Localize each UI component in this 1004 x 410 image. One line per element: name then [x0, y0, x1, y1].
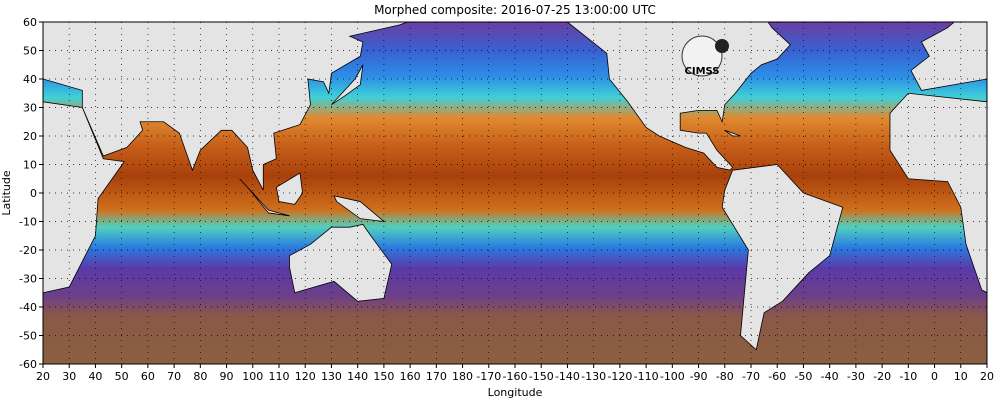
x-tick-label: 160 — [400, 370, 421, 383]
x-tick-label: -20 — [873, 370, 891, 383]
landmass — [275, 172, 304, 205]
x-tick-label: 0 — [931, 370, 938, 383]
x-tick-label: 80 — [193, 370, 207, 383]
y-tick-label: -20 — [19, 244, 37, 257]
x-tick-label: -40 — [821, 370, 839, 383]
y-tick-label: -10 — [19, 216, 37, 229]
land — [43, 22, 987, 351]
y-tick-label: 60 — [23, 16, 37, 29]
x-tick-label: -160 — [503, 370, 528, 383]
x-tick-label: -140 — [555, 370, 580, 383]
x-tick-label: 20 — [980, 370, 994, 383]
landmass — [724, 129, 741, 137]
landmass — [820, 22, 823, 23]
x-tick-label: -170 — [476, 370, 501, 383]
y-tick-label: 10 — [23, 159, 37, 172]
x-tick-label: -60 — [768, 370, 786, 383]
landmass — [889, 92, 987, 294]
x-tick-label: -70 — [742, 370, 760, 383]
x-tick-label: -30 — [847, 370, 865, 383]
y-tick-label: 20 — [23, 130, 37, 143]
x-tick-label: 140 — [347, 370, 368, 383]
map-title: Morphed composite: 2016-07-25 13:00:00 U… — [374, 3, 656, 17]
x-tick-label: -120 — [607, 370, 632, 383]
x-tick-label: 170 — [426, 370, 447, 383]
logo: CIMSS — [681, 35, 729, 77]
x-tick-label: 110 — [269, 370, 290, 383]
landmass — [538, 22, 791, 171]
y-tick-label: -30 — [19, 273, 37, 286]
x-tick-label: 30 — [62, 370, 76, 383]
x-tick-label: 10 — [954, 370, 968, 383]
grid — [43, 22, 987, 364]
y-tick-label: 30 — [23, 102, 37, 115]
x-tick-label: 130 — [321, 370, 342, 383]
landmass — [289, 223, 393, 302]
x-tick-label: -150 — [529, 370, 554, 383]
x-tick-label: -110 — [634, 370, 659, 383]
y-axis-label: Latitude — [0, 170, 13, 216]
x-tick-label: 70 — [167, 370, 181, 383]
landmass — [43, 101, 125, 294]
x-tick-label: 180 — [452, 370, 473, 383]
x-tick-label: -90 — [690, 370, 708, 383]
landmass — [333, 195, 386, 223]
landmass — [910, 22, 987, 91]
plot-area — [43, 22, 987, 364]
x-tick-label: 90 — [220, 370, 234, 383]
x-tick-label: -100 — [660, 370, 685, 383]
landmass — [721, 164, 844, 351]
y-tick-label: -40 — [19, 301, 37, 314]
x-tick-label: 150 — [373, 370, 394, 383]
y-tick-label: -60 — [19, 358, 37, 371]
x-tick-label: 120 — [295, 370, 316, 383]
x-tick-label: 20 — [36, 370, 50, 383]
y-tick-label: -50 — [19, 330, 37, 343]
x-tick-label: 60 — [141, 370, 155, 383]
y-tick-label: 40 — [23, 73, 37, 86]
landmass — [43, 22, 409, 191]
x-tick-label: -50 — [794, 370, 812, 383]
x-tick-label: -130 — [581, 370, 606, 383]
landmass — [331, 64, 364, 105]
logo-globe — [681, 35, 723, 77]
y-tick-label: 50 — [23, 45, 37, 58]
x-axis-label: Longitude — [488, 386, 543, 399]
logo-dot — [715, 39, 729, 53]
y-tick-label: 0 — [30, 187, 37, 200]
logo-text: CIMSS — [685, 66, 720, 77]
x-tick-label: 100 — [242, 370, 263, 383]
x-tick-label: 50 — [115, 370, 129, 383]
x-tick-label: -80 — [716, 370, 734, 383]
x-tick-label: 40 — [88, 370, 102, 383]
x-tick-label: -10 — [899, 370, 917, 383]
